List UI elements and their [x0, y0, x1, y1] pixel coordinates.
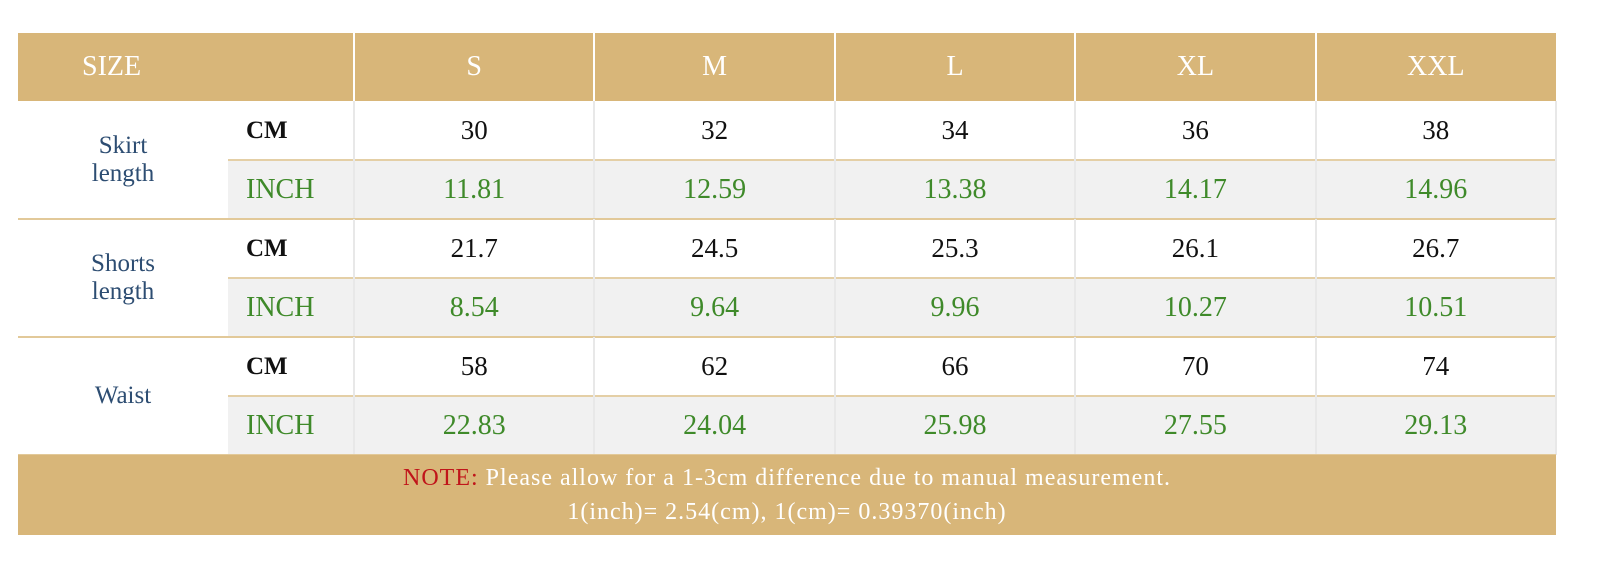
unit-label: CM	[246, 116, 288, 144]
measurement: 29.13	[1315, 396, 1556, 455]
size-header: L	[834, 33, 1076, 101]
measurement: 66	[941, 351, 969, 381]
note-line: NOTE: Please allow for a 1-3cm differenc…	[403, 461, 1171, 495]
divider	[353, 219, 355, 337]
header-label: SIZE	[18, 33, 354, 101]
divider	[228, 277, 1556, 279]
divider	[833, 337, 836, 455]
divider	[353, 33, 355, 101]
divider	[1074, 33, 1077, 101]
divider	[593, 101, 596, 219]
measurement: 10.27	[1075, 278, 1316, 337]
group-label: Shorts length	[18, 219, 228, 337]
size-header: XXL	[1315, 33, 1556, 101]
unit-label: CM	[246, 234, 288, 262]
divider	[1555, 219, 1557, 337]
measurement: 38	[1422, 115, 1450, 145]
divider	[228, 395, 1556, 397]
divider	[1555, 337, 1557, 455]
measurement: 34	[941, 115, 969, 145]
measurement: 26.7	[1412, 233, 1460, 263]
measurement: 26.1	[1171, 233, 1219, 263]
measurement: 70	[1181, 351, 1209, 381]
measurement: 62	[701, 351, 729, 381]
measurement: 13.38	[834, 160, 1076, 219]
divider	[593, 33, 596, 101]
note-conversion: 1(inch)= 2.54(cm), 1(cm)= 0.39370(inch)	[567, 499, 1007, 525]
note-label: NOTE:	[403, 465, 479, 491]
divider	[593, 219, 596, 337]
unit-label: CM	[246, 352, 288, 380]
measurement: 27.55	[1075, 396, 1316, 455]
divider	[1314, 337, 1317, 455]
measurement: 14.17	[1075, 160, 1316, 219]
divider	[18, 218, 1556, 220]
measurement: 8.54	[354, 278, 595, 337]
group-label-text: Shorts length	[91, 250, 155, 305]
measurement: 24.04	[594, 396, 835, 455]
size-header: XL	[1075, 33, 1316, 101]
divider	[1074, 337, 1077, 455]
divider	[1074, 219, 1077, 337]
divider	[1314, 101, 1317, 219]
unit-label: INCH	[228, 396, 354, 455]
measurement: 24.5	[690, 233, 739, 263]
size-header: M	[594, 33, 835, 101]
measurement: 11.81	[354, 160, 595, 219]
measurement: 9.64	[594, 278, 835, 337]
measurement: 30	[460, 115, 488, 145]
measurement: 74	[1422, 351, 1450, 381]
measurement: 25.98	[834, 396, 1076, 455]
measurement: 12.59	[594, 160, 835, 219]
measurement: 32	[701, 115, 729, 145]
group-label: Skirt length	[18, 101, 228, 219]
divider	[18, 336, 1556, 338]
unit-label: INCH	[228, 160, 354, 219]
size-header: S	[354, 33, 595, 101]
divider	[833, 33, 836, 101]
note: NOTE: Please allow for a 1-3cm differenc…	[18, 455, 1556, 535]
measurement: 9.96	[834, 278, 1076, 337]
measurement: 10.51	[1315, 278, 1556, 337]
measurement: 21.7	[450, 233, 498, 263]
group-label-text: Waist	[94, 382, 152, 409]
divider	[228, 159, 1556, 161]
measurement: 14.96	[1315, 160, 1556, 219]
divider	[1074, 101, 1077, 219]
measurement: 58	[460, 351, 488, 381]
divider	[1314, 219, 1317, 337]
group-label: Waist	[18, 337, 228, 455]
group-label-text: Skirt length	[91, 132, 155, 187]
divider	[353, 101, 355, 219]
divider	[833, 101, 836, 219]
divider	[833, 219, 836, 337]
measurement: 25.3	[931, 233, 979, 263]
divider	[1314, 33, 1317, 101]
divider	[353, 337, 355, 455]
measurement: 36	[1181, 115, 1209, 145]
divider	[593, 337, 596, 455]
note-text: Please allow for a 1-3cm difference due …	[478, 465, 1171, 491]
unit-label: INCH	[228, 278, 354, 337]
divider	[1555, 101, 1557, 219]
measurement: 22.83	[354, 396, 595, 455]
